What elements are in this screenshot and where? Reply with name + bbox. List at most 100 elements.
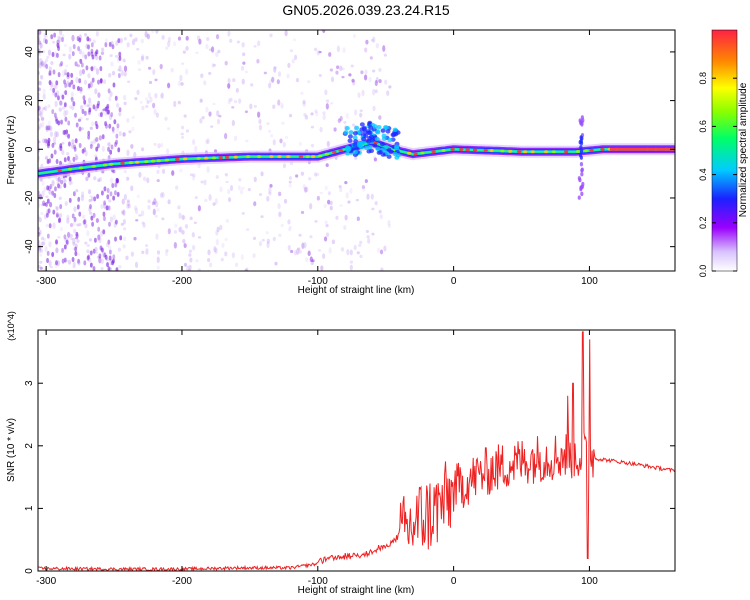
spectrogram-noise-blob [138, 214, 142, 217]
spectrogram-streak-blob [116, 123, 120, 129]
spectrogram-noise-blob [63, 43, 67, 47]
spectrogram-noise-blob [191, 232, 195, 238]
spectrogram-hotspot [563, 150, 569, 154]
snr-y-tick-label: 0 [24, 568, 35, 574]
spectrogram-noise-blob [302, 101, 306, 108]
spectrogram-noise-blob [44, 105, 48, 112]
spectrogram-noise-blob [78, 222, 82, 227]
spectrogram-streak-blob [114, 95, 118, 101]
spectrogram-noise-blob [59, 100, 63, 106]
spectrogram-noise-blob [133, 205, 138, 211]
spectrogram-noise-blob [181, 214, 185, 221]
spectrogram-noise-blob [279, 138, 283, 144]
spectrogram-noise-blob [325, 99, 330, 103]
spectrogram-noise-blob [246, 228, 250, 231]
spectrogram-streak-blob [93, 196, 97, 202]
spectrogram-streak-blob [72, 156, 76, 162]
spectrogram-noise-blob [140, 147, 145, 152]
spectrogram-noise-blob [268, 191, 272, 196]
spectrogram-noise-blob [224, 237, 228, 242]
spectrogram-noise-blob [148, 80, 153, 85]
spectrogram-noise-blob [374, 89, 378, 94]
spectrogram-streak-blob [97, 226, 101, 232]
spectrogram-noise-blob [244, 110, 249, 114]
spectrogram-noise-blob [123, 169, 127, 174]
spectrogram-vertical-feature [581, 118, 585, 123]
spectrogram-streak-blob [106, 105, 109, 111]
spectrogram-noise-blob [84, 223, 88, 229]
spectrogram-noise-blob [108, 199, 112, 203]
spectrogram-noise-blob [136, 89, 140, 96]
spectrogram-streak-blob [107, 109, 111, 115]
spectrogram-noise-blob [38, 110, 42, 116]
spectrogram-noise-blob [318, 248, 322, 252]
spectrogram-noise-blob [109, 90, 113, 98]
spectrogram-noise-blob [387, 220, 391, 226]
spectrogram-noise-blob [353, 244, 357, 251]
spectrogram-noise-blob [84, 150, 88, 157]
spectrogram-y-ticks: 40 20 0 -20 -40 [24, 46, 675, 254]
spectrogram-bulge-blob [364, 145, 370, 150]
spectrogram-noise-blob [177, 36, 182, 41]
spectrogram-streak-blob [103, 186, 107, 192]
spectrogram-noise-blob [284, 30, 288, 37]
spectrogram-bulge-blob [392, 127, 398, 133]
spectrogram-streak-blob [72, 191, 76, 197]
spectrogram-noise-blob [179, 226, 183, 233]
spectrogram-noise-blob [341, 67, 345, 71]
spectrogram-streak-blob [83, 110, 87, 116]
spectrogram-noise-blob [333, 127, 337, 132]
spectrogram-noise-blob [378, 79, 382, 84]
spectrogram-noise-blob [346, 249, 350, 256]
spectrogram-noise-blob [74, 236, 79, 240]
spectrogram-hotspot [500, 149, 505, 153]
spectrogram-noise-blob [126, 204, 130, 209]
spectrogram-noise-blob [39, 62, 43, 65]
spectrogram-noise-blob [125, 255, 129, 260]
spectrogram-noise-blob [234, 262, 239, 268]
spectrogram-streak-blob [82, 219, 86, 225]
spectrogram-noise-blob [160, 93, 164, 99]
spectrogram-noise-blob [56, 39, 60, 45]
spectrogram-noise-blob [194, 145, 198, 152]
spectrogram-streak-blob [77, 85, 80, 91]
spectrogram-noise-blob [120, 69, 124, 77]
spectrogram-bulge-blob [393, 131, 399, 137]
spectrogram-noise-blob [331, 239, 336, 245]
spectrogram-noise-blob [129, 33, 133, 38]
spectrogram-hotspot [406, 151, 412, 155]
spectrogram-streak-blob [49, 183, 53, 189]
spectrogram-noise-blob [61, 33, 65, 40]
spectrogram-noise-blob [45, 223, 49, 228]
spectrogram-noise-blob [38, 31, 41, 35]
spectrogram-noise-blob [351, 123, 356, 127]
spectrogram-noise-blob [178, 227, 182, 232]
spectrogram-streak-blob [68, 176, 72, 182]
spectrogram-noise-blob [116, 103, 120, 108]
spectrogram-streak-blob [101, 134, 105, 140]
spectrogram-noise-blob [107, 142, 111, 147]
spectrogram-hotspot [517, 150, 522, 154]
spectrogram-noise-blob [324, 89, 328, 96]
spectrogram-noise-blob [134, 37, 138, 42]
spectrogram-noise-blob [241, 78, 245, 85]
spectrogram-noise-blob [216, 118, 221, 125]
spectrogram-noise-blob [122, 218, 126, 225]
spectrogram-noise-blob [199, 99, 203, 103]
spectrogram-streak-blob [70, 79, 74, 85]
spectrogram-noise-blob [329, 205, 333, 211]
spectrogram-hotspot [472, 148, 478, 152]
spectrogram-streak-blob [90, 42, 94, 48]
spectrogram-streak-blob [91, 221, 94, 227]
spectrogram-noise-blob [68, 159, 72, 164]
spectrogram-noise-blob [74, 153, 78, 161]
spectrogram-noise-blob [102, 251, 106, 258]
spectrogram-hotspot [196, 156, 201, 160]
spectrogram-streak-blob [117, 73, 121, 79]
spectrogram-noise-blob [72, 237, 76, 245]
spectrogram-streak-blob [46, 143, 50, 149]
spectrogram-noise-blob [140, 210, 145, 217]
spectrogram-streak-blob [95, 146, 99, 152]
spectrogram-noise-blob [49, 125, 53, 132]
spectrogram-noise-blob [38, 244, 42, 251]
